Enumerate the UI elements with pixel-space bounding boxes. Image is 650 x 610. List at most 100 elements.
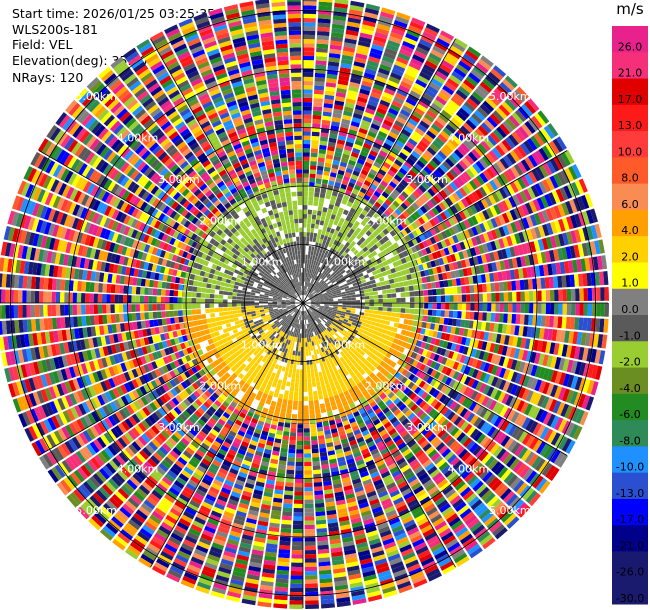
- radar-gate: [510, 411, 520, 423]
- radar-gate: [228, 415, 237, 423]
- radar-gate: [250, 501, 261, 508]
- radar-gate: [443, 56, 457, 67]
- radar-gate: [149, 279, 155, 288]
- radar-gate: [536, 424, 546, 438]
- radar-gate: [510, 359, 518, 371]
- radar-gate: [323, 166, 331, 172]
- radar-gate: [349, 81, 360, 89]
- radar-gate: [449, 495, 462, 506]
- radar-gate: [536, 278, 542, 290]
- radar-gate: [279, 451, 288, 457]
- radar-gate: [239, 426, 247, 433]
- radar-gate: [450, 519, 464, 531]
- radar-gate: [418, 184, 427, 193]
- radar-gate: [262, 426, 270, 433]
- radar-gate: [534, 365, 542, 378]
- radar-gate: [265, 444, 273, 451]
- radar-gate: [513, 245, 520, 257]
- radar-gate: [435, 391, 444, 401]
- radar-gate: [380, 447, 389, 456]
- radar-gate: [443, 509, 456, 520]
- radar-gate: [114, 472, 126, 484]
- radar-gate: [463, 101, 476, 112]
- radar-gate: [192, 552, 206, 562]
- radar-gate: [575, 288, 580, 302]
- radar-gate: [366, 408, 374, 415]
- radar-gate: [421, 153, 431, 163]
- radar-gate: [305, 604, 320, 609]
- radar-gate: [426, 568, 441, 578]
- radar-gate: [361, 566, 375, 574]
- radar-gate: [448, 516, 461, 527]
- radar-gate: [346, 185, 354, 192]
- radar-gate: [469, 94, 481, 106]
- radar-gate: [378, 525, 391, 534]
- radar-gate: [509, 209, 518, 221]
- radar-gate: [543, 428, 554, 442]
- radar-gate: [510, 221, 518, 233]
- radar-gate: [363, 518, 375, 526]
- radar-gate: [414, 107, 425, 116]
- radar-gate: [470, 303, 475, 311]
- radar-gate: [310, 436, 318, 441]
- radar-gate: [440, 560, 454, 571]
- radar-gate: [516, 86, 529, 100]
- radar-gate: [414, 199, 423, 208]
- radar-gate: [534, 183, 544, 196]
- radar-gate: [460, 82, 473, 94]
- radar-gate: [383, 51, 396, 60]
- radar-gate: [523, 314, 529, 325]
- radar-gate: [357, 498, 368, 505]
- radar-gate: [202, 382, 210, 390]
- radar-gate: [360, 169, 369, 176]
- radar-gate: [417, 42, 431, 52]
- radar-gate: [440, 230, 448, 240]
- radar-gate: [407, 381, 415, 390]
- radar-gate: [570, 375, 579, 390]
- radar-gate: [558, 387, 567, 401]
- radar-gate: [498, 379, 507, 391]
- radar-gate: [416, 327, 422, 334]
- radar-gate: [434, 259, 441, 267]
- radar-gate: [524, 173, 534, 186]
- radar-gate: [539, 426, 550, 440]
- radar-gate: [469, 477, 481, 489]
- radar-gate: [236, 415, 245, 423]
- radar-gate: [119, 506, 132, 518]
- radar-gate: [572, 425, 583, 440]
- radar-gate: [287, 461, 295, 466]
- radar-gate: [395, 197, 403, 205]
- radar-gate: [363, 180, 372, 187]
- radar-gate: [409, 193, 418, 202]
- radar-gate: [453, 523, 466, 534]
- radar-gate: [433, 99, 445, 109]
- radar-gate: [542, 354, 549, 367]
- radar-gate: [190, 456, 201, 465]
- radar-gate: [434, 338, 441, 346]
- radar-gate: [374, 482, 385, 491]
- radar-gate: [571, 408, 581, 423]
- radar-gate: [491, 479, 503, 492]
- radar-gate: [290, 423, 297, 429]
- radar-gate: [389, 166, 398, 174]
- radar-gate: [313, 106, 323, 112]
- radar-gate: [358, 422, 366, 429]
- radar-gate: [442, 340, 449, 349]
- radar-gate: [524, 291, 530, 302]
- radar-gate: [516, 482, 528, 495]
- radar-gate: [493, 272, 499, 282]
- radar-gate: [164, 440, 175, 450]
- radar-gate: [241, 441, 250, 448]
- radar-gate: [304, 562, 317, 567]
- radar-gate: [255, 424, 263, 431]
- radar-gate: [417, 492, 429, 502]
- radar-gate: [283, 426, 290, 432]
- radar-gate: [279, 456, 287, 462]
- radar-gate: [447, 388, 456, 398]
- radar-gate: [139, 295, 145, 303]
- radar-gate: [185, 446, 195, 456]
- radar-gate: [586, 225, 594, 240]
- radar-gate: [412, 538, 425, 548]
- radar-gate: [212, 425, 221, 433]
- radar-gate: [401, 487, 412, 497]
